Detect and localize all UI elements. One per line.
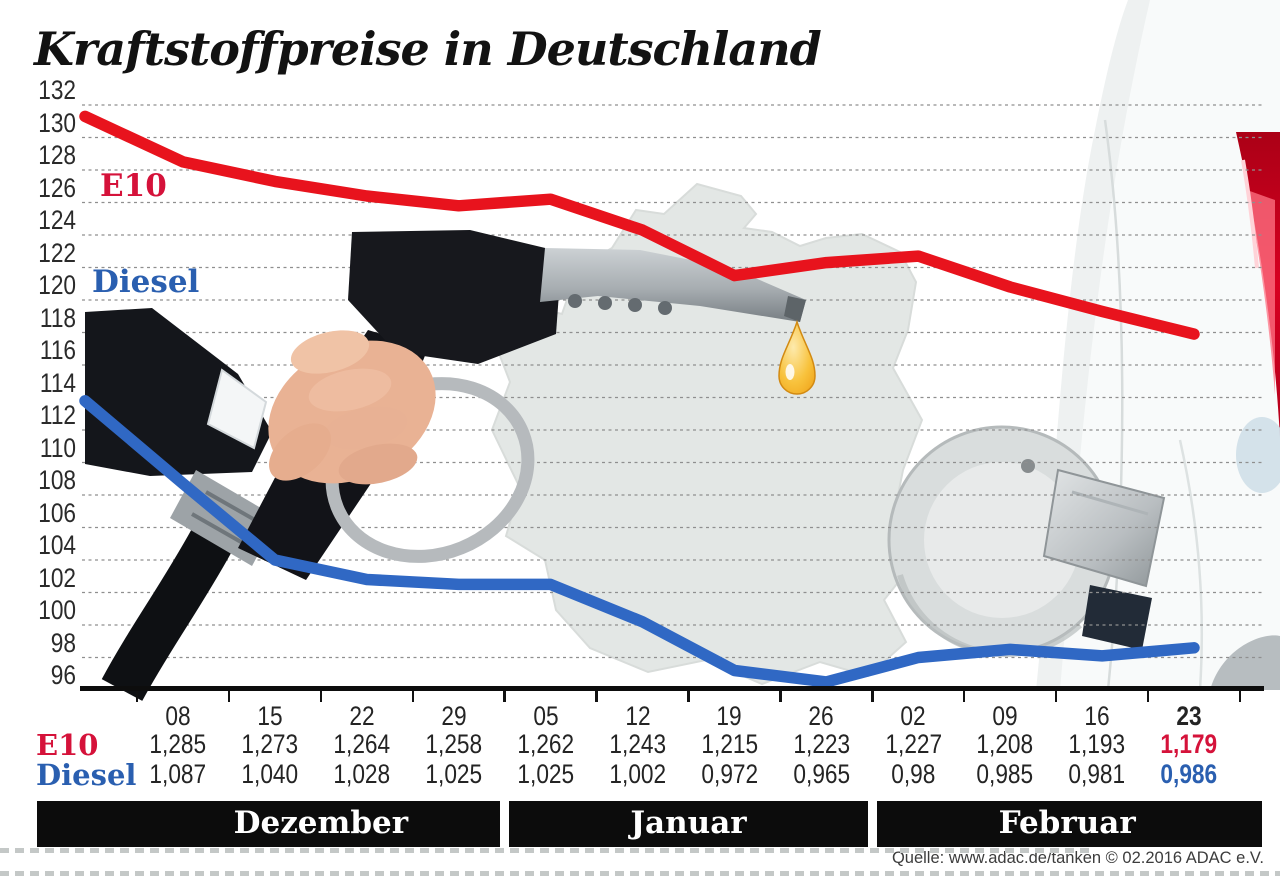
table-cell: 1,025: [517, 759, 575, 789]
table-cell: 1,262: [517, 729, 575, 759]
month-label: Januar: [630, 805, 747, 841]
table-cell: 0,986: [1160, 759, 1218, 789]
table-cell: 1,193: [1068, 729, 1126, 759]
table-cell: 1,258: [425, 729, 483, 759]
y-axis-label: 96: [50, 660, 76, 690]
table-cell: 1,040: [241, 759, 299, 789]
date-label: 05: [533, 701, 559, 731]
date-label: 08: [165, 701, 191, 731]
x-axis-tick: [135, 691, 139, 702]
month-label: Dezember: [233, 805, 409, 841]
date-label: 29: [441, 701, 467, 731]
y-axis-label: 132: [38, 75, 76, 105]
date-label: 26: [808, 701, 835, 731]
source-credit: Quelle: www.adac.de/tanken © 02.2016 ADA…: [891, 849, 1264, 867]
table-cell: 0,981: [1068, 759, 1126, 789]
x-axis-tick: [411, 691, 414, 702]
x-axis-tick: [1054, 691, 1058, 702]
table-cell: 1,028: [333, 759, 391, 789]
date-label: 09: [992, 701, 1018, 731]
y-axis-label: 98: [50, 627, 76, 658]
y-axis-label: 122: [38, 237, 76, 268]
date-label: 16: [1084, 701, 1110, 731]
y-axis-label: 126: [38, 172, 76, 203]
x-axis-tick: [1238, 691, 1242, 702]
y-axis-label: 104: [38, 530, 76, 560]
date-label: 23: [1176, 701, 1202, 731]
date-label: 15: [257, 701, 283, 731]
y-axis-label: 112: [39, 400, 76, 430]
fuel-hose: [101, 528, 233, 701]
y-axis-label: 114: [39, 367, 76, 398]
spout-tip: [784, 296, 806, 322]
y-axis-label: 118: [39, 302, 76, 333]
diesel-series-label: Diesel: [92, 264, 200, 300]
date-label: 12: [624, 701, 651, 731]
e10-series-label: E10: [100, 168, 167, 204]
table-cell: 1,273: [241, 729, 299, 759]
y-axis-label: 108: [38, 465, 76, 495]
table-cell: 1,223: [793, 729, 850, 759]
thumb: [269, 423, 331, 481]
x-axis-tick: [871, 691, 874, 702]
table-cell: 1,264: [333, 729, 391, 759]
e10-line: [79, 110, 1200, 340]
x-axis-tick: [227, 691, 231, 702]
month-bar: Januar: [509, 801, 868, 847]
table-cell: 1,215: [701, 729, 758, 759]
x-axis-tick: [319, 691, 323, 702]
table-row-label-diesel: Diesel: [36, 758, 137, 792]
date-label: 19: [716, 701, 743, 731]
y-axis-label: 120: [38, 270, 76, 300]
table-cell: 1,179: [1160, 729, 1218, 759]
car-rear-photo: [887, 0, 1280, 691]
y-axis-label: 102: [38, 562, 76, 593]
table-cell: 0,965: [793, 759, 850, 789]
y-axis-label: 128: [38, 140, 76, 170]
wheel-arch: [1210, 635, 1280, 690]
table-cell: 1,208: [976, 729, 1034, 759]
y-axis-label: 100: [38, 595, 76, 625]
table-cell: 0,98: [891, 759, 936, 789]
fuel-flap-gap: [1082, 585, 1152, 650]
month-bar: Dezember: [37, 801, 501, 847]
table-cell: 1,087: [149, 759, 207, 789]
y-axis-label: 110: [39, 432, 76, 463]
table-cell: 1,025: [425, 759, 483, 789]
y-axis-label: 130: [38, 107, 76, 138]
date-label: 02: [900, 701, 926, 731]
x-axis-tick: [963, 691, 966, 702]
table-cell: 1,002: [609, 759, 666, 789]
table-row-label-e10: E10: [36, 728, 99, 762]
table-cell: 1,243: [609, 729, 666, 759]
x-axis-tick: [595, 691, 598, 702]
nozzle-head: [348, 230, 562, 364]
shirt-cuff: [206, 368, 268, 450]
y-axis-label: 116: [39, 335, 76, 365]
table-cell: 1,227: [884, 729, 942, 759]
table-cell: 1,285: [149, 729, 207, 759]
fuel-cap-bolt: [1021, 459, 1035, 473]
date-label: 22: [349, 701, 375, 731]
x-axis-line: [80, 686, 1264, 691]
decor-dash-row-upper: [0, 848, 1090, 853]
table-cell: 0,985: [976, 759, 1034, 789]
y-axis-label: 106: [38, 497, 76, 528]
decor-dash-row-lower: [0, 871, 1280, 876]
month-label: Februar: [998, 805, 1136, 841]
page-title: Kraftstoffpreise in Deutschland: [34, 22, 822, 76]
series-lines: [79, 110, 1200, 688]
month-bar: Februar: [876, 801, 1262, 847]
y-axis-label: 124: [38, 205, 76, 235]
diesel-line: [79, 395, 1200, 688]
x-axis-tick: [1146, 691, 1150, 702]
x-axis-tick: [503, 691, 506, 702]
table-cell: 0,972: [701, 759, 758, 789]
x-axis-tick: [687, 691, 690, 702]
x-axis-tick: [779, 691, 782, 702]
nozzle-spout: [540, 248, 806, 322]
